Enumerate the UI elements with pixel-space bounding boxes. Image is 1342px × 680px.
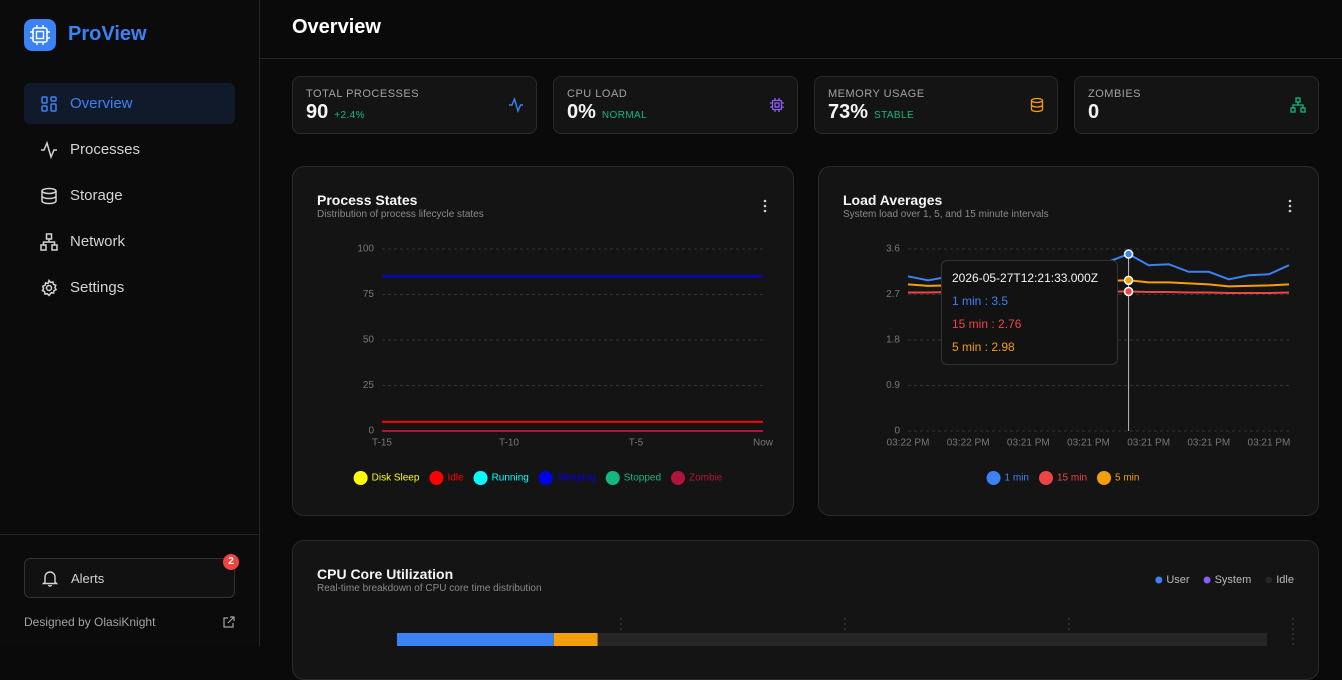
tooltip-rows: 1 min : 3.5 15 min : 2.76 5 min : 2.98 [952,294,1107,354]
header: Overview [260,0,1342,59]
page-title: Overview [292,16,381,38]
tooltip-value: 3.5 [991,294,1009,308]
icon [40,232,58,251]
stat-note: +2.4% [334,110,365,121]
divider [0,534,259,535]
stat-number: 73% [828,101,869,123]
chart-title: Process States [317,192,418,208]
stat-number: 0% [567,101,596,123]
tooltip-row: 15 min : 2.76 [952,317,1107,331]
chart-title: Load Averages [843,192,943,208]
alerts-label: Alerts [71,570,105,586]
nav-label: Overview [70,95,133,112]
tooltip-value: 2.76 [998,317,1022,331]
stat-card: CPU LOAD 0% NORMAL [553,76,798,134]
tooltip-value: 2.98 [991,340,1015,354]
activity-icon [509,97,523,113]
nav-item[interactable]: Storage [24,175,235,216]
stat-value: 73% STABLE [828,101,914,124]
separator: : [981,340,992,354]
footer-credit: Designed by OlasiKnight [24,615,156,629]
tooltip-row: 5 min : 2.98 [952,340,1107,354]
stat-label: MEMORY USAGE [828,88,925,100]
alerts-button[interactable]: Alerts [24,558,235,598]
nav-item[interactable]: Network [24,221,235,262]
tooltip-title: 2026-05-27T12:21:33.000Z [952,271,1099,285]
separator: : [988,317,999,331]
tooltip-series: 1 min [952,294,982,308]
brand-name: ProView [68,23,147,45]
tooltip: 2026-05-27T12:21:33.000Z 1 min : 3.5 15 m… [941,260,1118,365]
cpu-icon [770,98,784,112]
nav-label: Network [70,233,126,250]
database-icon [1030,97,1044,113]
external-link-icon[interactable] [222,616,235,629]
network-icon [1290,97,1306,113]
stat-label: ZOMBIES [1088,88,1142,100]
stat-value: 0% NORMAL [567,101,647,124]
icon [41,95,57,112]
stat-note: STABLE [874,110,915,121]
icon [41,278,58,297]
chart-card: Process States Distribution of process l… [292,166,794,516]
stat-number: 90 [306,101,329,123]
stat-card: ZOMBIES 0 [1074,76,1319,134]
tooltip-series: 15 min [952,317,989,331]
icon [41,187,57,204]
stat-card: MEMORY USAGE 73% STABLE [814,76,1058,134]
nav-item[interactable]: Settings [24,267,235,308]
stat-note: NORMAL [601,110,648,121]
chip-icon [30,25,50,45]
chart-card: CPU Core Utilization Real-time breakdown… [292,540,1319,680]
sidebar: ProView Overview Processes Storage Netwo… [0,0,260,646]
chart-title: CPU Core Utilization [317,566,454,582]
chart-subtitle: Real-time breakdown of CPU core time dis… [317,583,542,594]
nav-label: Storage [70,187,123,204]
tooltip-row: 1 min : 3.5 [952,294,1107,308]
menu-icon[interactable] [1288,199,1292,213]
nav-item[interactable]: Processes [24,129,235,170]
bell-icon [41,571,59,587]
stat-label: TOTAL PROCESSES [306,88,420,100]
stat-value: 90 +2.4% [306,101,365,124]
tooltip-series: 5 min [952,340,982,354]
chart-subtitle: System load over 1, 5, and 15 minute int… [843,209,1049,220]
brand-icon [24,19,56,51]
chart-subtitle: Distribution of process lifecycle states [317,209,484,220]
stat-number: 0 [1088,101,1100,123]
nav-item[interactable]: Overview [24,83,235,124]
stat-card: TOTAL PROCESSES 90 +2.4% [292,76,537,134]
icon [41,140,57,159]
menu-icon[interactable] [763,199,767,213]
stat-label: CPU LOAD [567,88,628,100]
alerts-badge: 2 [223,554,239,570]
nav-label: Settings [70,279,125,296]
nav-label: Processes [70,141,141,158]
separator: : [981,294,992,308]
stat-value: 0 [1088,101,1099,124]
